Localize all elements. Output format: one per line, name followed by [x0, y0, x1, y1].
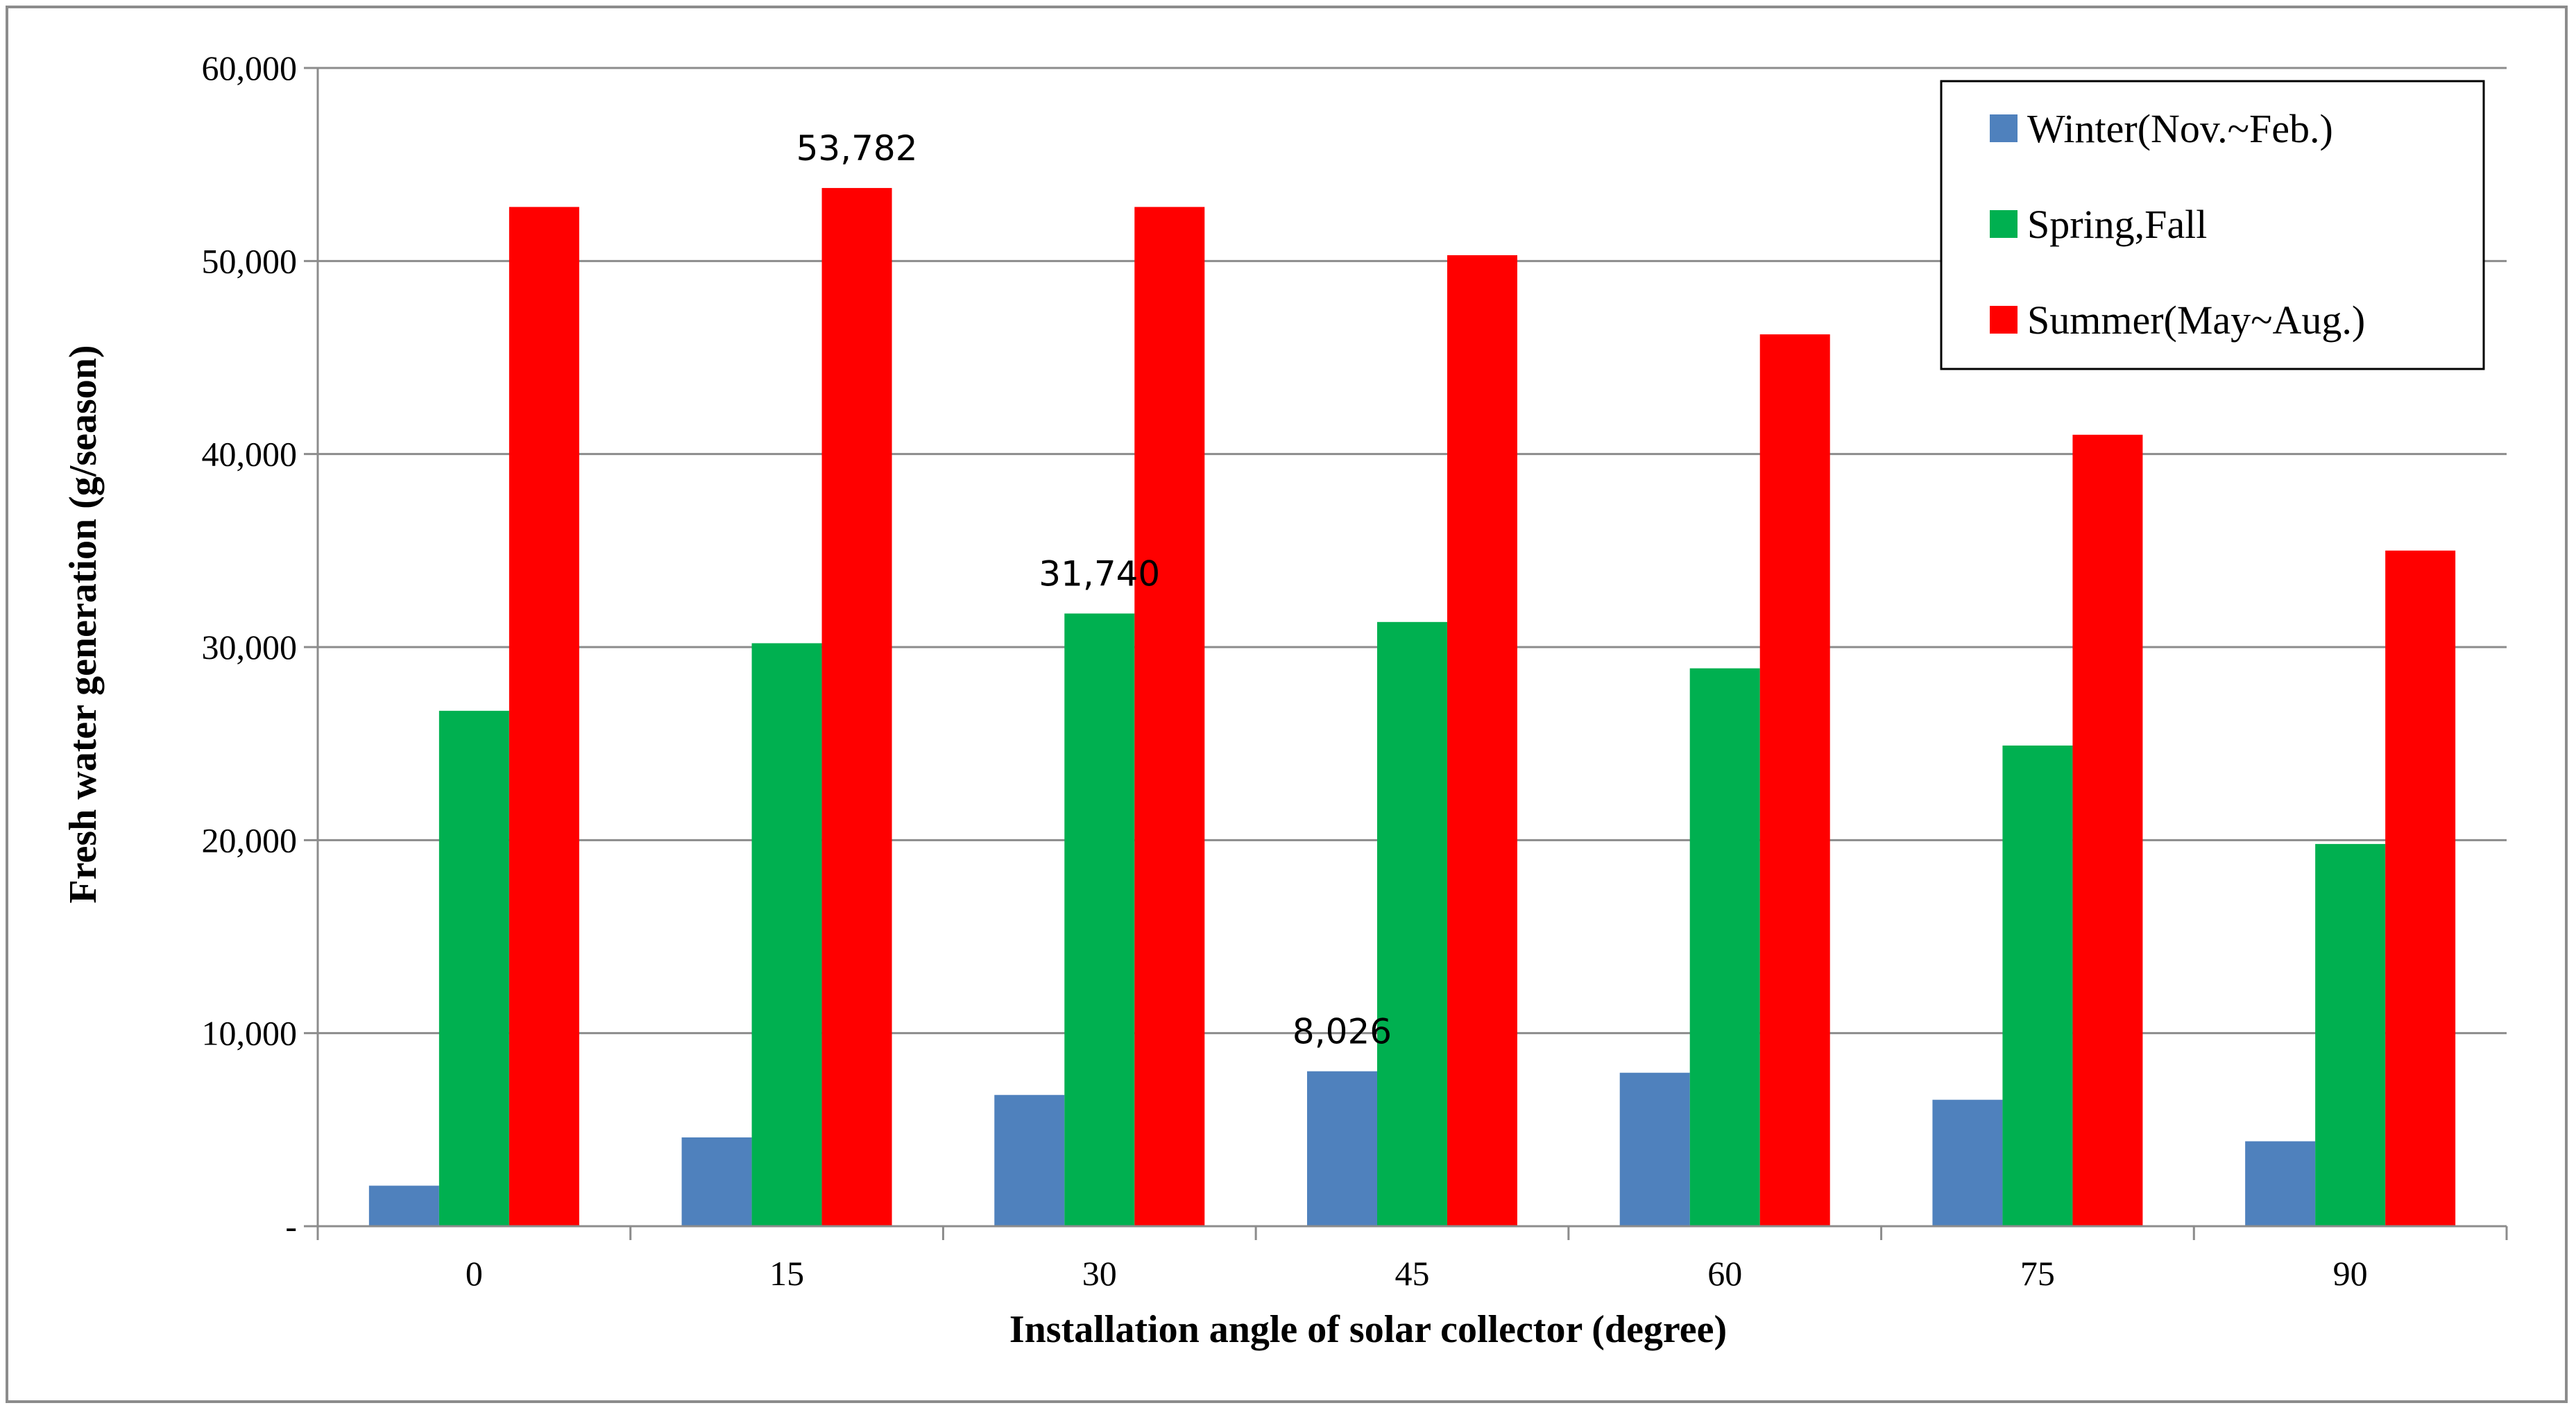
legend-label: Winter(Nov.~Feb.) — [2027, 106, 2333, 151]
y-tick-label: 50,000 — [202, 241, 298, 280]
bar-summer-may-aug--90 — [2385, 550, 2456, 1226]
y-tick-label: 10,000 — [202, 1014, 298, 1053]
x-axis-title: Installation angle of solar collector (d… — [1009, 1308, 1727, 1351]
bar-winter-nov-feb--0 — [368, 1185, 439, 1226]
data-label: 8,026 — [1293, 1012, 1392, 1052]
bar-summer-may-aug--75 — [2072, 434, 2143, 1227]
y-tick-label: 30,000 — [202, 628, 298, 667]
bar-spring-fall-30 — [1064, 613, 1135, 1226]
bar-winter-nov-feb--30 — [994, 1094, 1065, 1226]
legend-label: Spring,Fall — [2027, 202, 2207, 247]
legend-swatch — [1990, 114, 2018, 142]
bar-spring-fall-15 — [751, 643, 822, 1226]
x-tick-label: 45 — [1395, 1254, 1430, 1293]
bar-summer-may-aug--60 — [1759, 334, 1830, 1227]
x-tick-labels: 0 15 30 45 60 75 90 — [466, 1254, 2368, 1293]
legend-box — [1940, 80, 2485, 370]
data-label: 31,740 — [1039, 554, 1160, 594]
x-tick-label: 90 — [2333, 1254, 2368, 1293]
y-tick-labels: - 10,000 20,000 30,000 40,000 50,000 60,000 — [202, 49, 298, 1246]
bar-summer-may-aug--30 — [1134, 207, 1205, 1226]
legend-swatch — [1990, 210, 2018, 238]
x-tick-label: 0 — [466, 1254, 483, 1293]
bar-summer-may-aug--15 — [821, 188, 892, 1227]
y-tick-label: - — [285, 1207, 297, 1246]
x-tick-label: 60 — [1707, 1254, 1742, 1293]
x-tick-label: 75 — [2020, 1254, 2055, 1293]
bar-winter-nov-feb--60 — [1619, 1072, 1690, 1226]
legend-swatch — [1990, 306, 2018, 334]
bar-summer-may-aug--0 — [509, 207, 579, 1226]
data-label: 53,782 — [796, 128, 918, 169]
bar-winter-nov-feb--45 — [1307, 1071, 1377, 1226]
legend: Winter(Nov.~Feb.) Spring,Fall Summer(May~A… — [1940, 80, 2485, 370]
legend-label: Summer(May~Aug.) — [2027, 298, 2365, 343]
axes — [304, 67, 2508, 1240]
bar-spring-fall-45 — [1377, 621, 1447, 1226]
data-labels: 53,782 31,740 8,026 — [796, 128, 1392, 1052]
y-tick-label: 20,000 — [202, 820, 298, 859]
bars-group — [368, 188, 2456, 1227]
bar-spring-fall-0 — [438, 710, 509, 1226]
bar-winter-nov-feb--15 — [681, 1137, 752, 1226]
bar-spring-fall-60 — [1689, 668, 1760, 1226]
x-tick-label: 30 — [1082, 1254, 1117, 1293]
y-tick-label: 60,000 — [202, 49, 298, 87]
bar-spring-fall-90 — [2315, 843, 2386, 1226]
bar-spring-fall-75 — [2002, 745, 2073, 1226]
bar-summer-may-aug--45 — [1447, 255, 1517, 1226]
bar-winter-nov-feb--75 — [1932, 1099, 2003, 1226]
bar-winter-nov-feb--90 — [2245, 1141, 2316, 1226]
y-tick-label: 40,000 — [202, 435, 298, 474]
x-tick-label: 15 — [769, 1254, 804, 1293]
y-axis-title: Fresh water generation (g/season) — [62, 345, 105, 903]
